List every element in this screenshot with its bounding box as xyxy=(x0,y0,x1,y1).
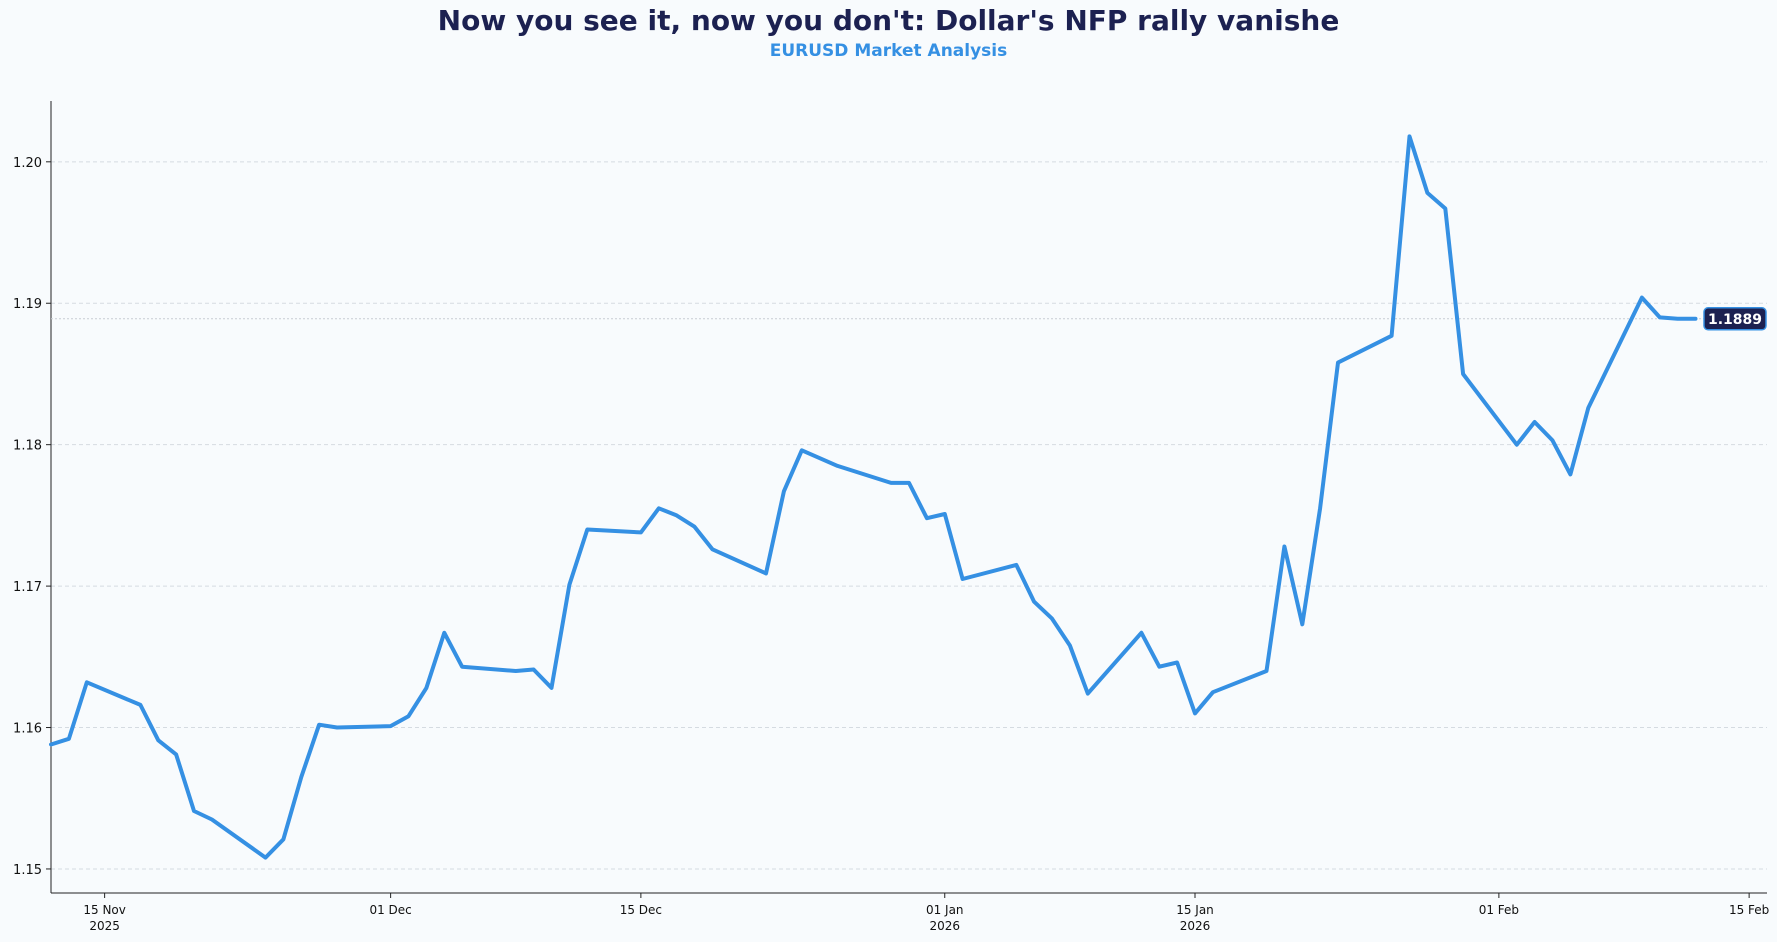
data-point xyxy=(925,516,929,520)
data-point xyxy=(675,513,679,517)
x-tick-label: 15 Dec xyxy=(620,903,662,917)
data-point xyxy=(1515,443,1519,447)
data-point xyxy=(693,525,697,529)
data-point xyxy=(1551,438,1555,442)
data-point xyxy=(192,809,196,813)
data-point xyxy=(585,528,589,532)
x-tick-label: 01 Jan xyxy=(926,903,964,917)
data-point xyxy=(1032,600,1036,604)
data-point xyxy=(836,464,840,468)
y-tick-label: 1.16 xyxy=(13,722,42,737)
data-point xyxy=(1014,563,1018,567)
data-point xyxy=(1640,296,1644,300)
data-point xyxy=(532,668,536,672)
data-point xyxy=(174,752,178,756)
data-point xyxy=(1211,690,1215,694)
data-point xyxy=(281,837,285,841)
y-tick-label: 1.19 xyxy=(13,297,42,312)
data-point xyxy=(1533,420,1537,424)
data-point xyxy=(407,714,411,718)
x-tick-label: 15 Feb xyxy=(1729,903,1769,917)
last-value-badge-box xyxy=(1703,307,1767,331)
data-point xyxy=(138,703,142,707)
data-point xyxy=(1658,315,1662,319)
data-point xyxy=(1157,665,1161,669)
data-point xyxy=(85,680,89,684)
data-point xyxy=(1443,206,1447,210)
y-tick-label: 1.20 xyxy=(13,156,42,171)
y-tick-label: 1.15 xyxy=(13,863,42,878)
data-point xyxy=(424,686,428,690)
x-tick-year: 2026 xyxy=(1180,919,1211,933)
data-point xyxy=(49,743,53,747)
x-tick-year: 2025 xyxy=(89,919,120,933)
data-point xyxy=(67,737,71,741)
last-value-label: 1.1889 xyxy=(1708,312,1762,328)
data-point xyxy=(460,665,464,669)
data-point xyxy=(567,583,571,587)
data-point xyxy=(550,686,554,690)
x-tick-label: 01 Dec xyxy=(369,903,411,917)
data-point xyxy=(335,726,339,730)
y-ticks: 1.15 1.16 1.17 1.18 1.19 1.20 xyxy=(13,156,51,878)
x-tick-year: 2026 xyxy=(929,919,960,933)
data-point xyxy=(943,512,947,516)
x-tick-label: 15 Jan xyxy=(1176,903,1214,917)
data-point xyxy=(1461,372,1465,376)
data-point xyxy=(1068,644,1072,648)
data-point xyxy=(1390,334,1394,338)
x-tick-label: 15 Nov xyxy=(83,903,126,917)
data-point xyxy=(800,448,804,452)
data-point xyxy=(782,489,786,493)
x-tick-label: 01 Feb xyxy=(1479,903,1519,917)
data-point xyxy=(442,631,446,635)
grid-lines xyxy=(51,161,1767,870)
data-point xyxy=(1336,361,1340,365)
data-point xyxy=(710,547,714,551)
data-point xyxy=(639,530,643,534)
y-tick-label: 1.17 xyxy=(13,580,42,595)
data-point xyxy=(1676,317,1680,321)
data-point xyxy=(317,723,321,727)
data-point xyxy=(389,724,393,728)
data-point xyxy=(210,817,214,821)
data-point xyxy=(961,577,965,581)
data-point xyxy=(514,669,518,673)
data-point xyxy=(1282,545,1286,549)
data-point xyxy=(657,506,661,510)
data-point xyxy=(889,481,893,485)
data-point xyxy=(156,738,160,742)
data-point xyxy=(1086,692,1090,696)
data-point xyxy=(1318,506,1322,510)
data-point xyxy=(264,856,268,860)
data-point xyxy=(299,775,303,779)
chart-title: Now you see it, now you don't: Dollar's … xyxy=(437,4,1340,37)
data-point xyxy=(1300,622,1304,626)
data-point xyxy=(1408,134,1412,138)
data-point xyxy=(1694,317,1698,321)
data-point xyxy=(1586,406,1590,410)
series-line-eurusd xyxy=(49,134,1698,860)
data-point xyxy=(1568,472,1572,476)
data-point xyxy=(1139,631,1143,635)
data-point xyxy=(1175,660,1179,664)
chart-subtitle: EURUSD Market Analysis xyxy=(769,41,1008,61)
data-point xyxy=(1425,191,1429,195)
last-value-badge: 1.1889 xyxy=(1703,307,1767,331)
y-tick-label: 1.18 xyxy=(13,439,42,454)
data-point xyxy=(1265,669,1269,673)
data-point xyxy=(907,481,911,485)
data-point xyxy=(1193,711,1197,715)
data-point xyxy=(1050,617,1054,621)
x-ticks: 15 Nov 2025 01 Dec 15 Dec 01 Jan 2026 15 Jan 20… xyxy=(83,893,1769,933)
data-point xyxy=(764,571,768,575)
